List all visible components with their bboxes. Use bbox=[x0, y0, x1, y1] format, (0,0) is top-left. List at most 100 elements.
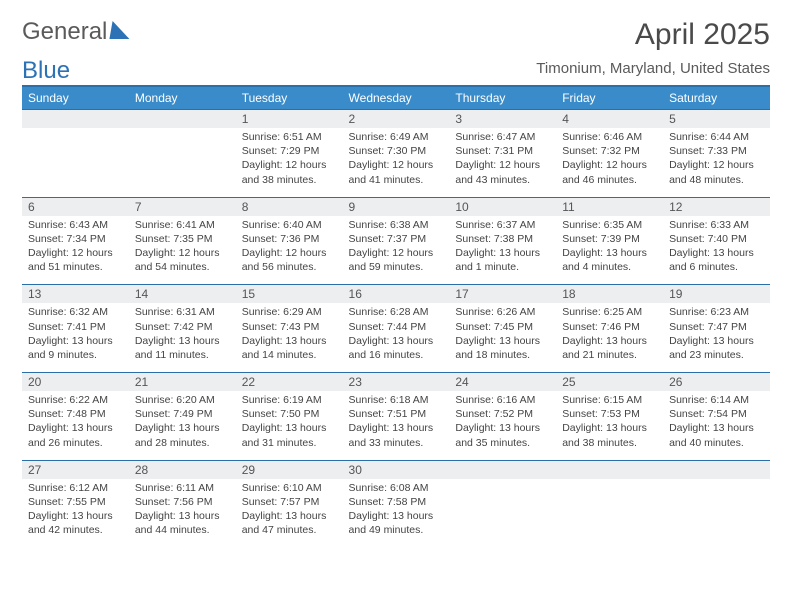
col-thursday: Thursday bbox=[449, 86, 556, 110]
sunrise-line: Sunrise: 6:49 AM bbox=[349, 131, 429, 143]
day-number-cell: 13 bbox=[22, 285, 129, 304]
sunset-line: Sunset: 7:52 PM bbox=[455, 408, 533, 420]
day-number-cell: 18 bbox=[556, 285, 663, 304]
day-number-cell: 11 bbox=[556, 197, 663, 216]
day-number-cell: 2 bbox=[343, 110, 450, 129]
day-data-cell: Sunrise: 6:41 AMSunset: 7:35 PMDaylight:… bbox=[129, 216, 236, 285]
data-row: Sunrise: 6:51 AMSunset: 7:29 PMDaylight:… bbox=[22, 128, 770, 197]
daylight-line: Daylight: 12 hours and 56 minutes. bbox=[242, 247, 327, 273]
day-number-cell: 14 bbox=[129, 285, 236, 304]
sunset-line: Sunset: 7:30 PM bbox=[349, 145, 427, 157]
sunset-line: Sunset: 7:58 PM bbox=[349, 496, 427, 508]
day-number-cell bbox=[129, 110, 236, 129]
day-data-cell: Sunrise: 6:23 AM Sunset: 7:47 PM Daylight:… bbox=[663, 303, 770, 372]
data-row: Sunrise: 6:43 AMSunset: 7:34 PMDaylight:… bbox=[22, 216, 770, 285]
daylight-line: Daylight: 12 hours and 41 minutes. bbox=[349, 159, 434, 185]
day-number-cell: 8 bbox=[236, 197, 343, 216]
sunrise-line: Sunrise: 6:29 AM bbox=[242, 306, 322, 318]
daynum-row: 20212223242526 bbox=[22, 373, 770, 392]
daylight-line: Daylight: 13 hours and 23 minutes. bbox=[669, 335, 754, 361]
sunset-line: Sunset: 7:38 PM bbox=[455, 233, 533, 245]
daylight-line: Daylight: 13 hours and 9 minutes. bbox=[28, 335, 113, 361]
col-saturday: Saturday bbox=[663, 86, 770, 110]
sunrise-line: Sunrise: 6:44 AM bbox=[669, 131, 749, 143]
sunset-line: Sunset: 7:35 PM bbox=[135, 233, 213, 245]
location-text: Timonium, Maryland, United States bbox=[536, 60, 770, 77]
sunrise-line: Sunrise: 6:37 AM bbox=[455, 219, 535, 231]
day-data-cell: Sunrise: 6:19 AMSunset: 7:50 PMDaylight:… bbox=[236, 391, 343, 460]
sunrise-line: Sunrise: 6:33 AM bbox=[669, 219, 749, 231]
daylight-line: Daylight: 13 hours and 18 minutes. bbox=[455, 335, 540, 361]
day-data-cell bbox=[663, 479, 770, 548]
daylight-line: Daylight: 13 hours and 26 minutes. bbox=[28, 422, 113, 448]
day-number-cell: 23 bbox=[343, 373, 450, 392]
sunrise-line: Sunrise: 6:32 AM bbox=[28, 306, 108, 318]
calendar-table: Sunday Monday Tuesday Wednesday Thursday… bbox=[22, 85, 770, 547]
day-data-cell: Sunrise: 6:51 AMSunset: 7:29 PMDaylight:… bbox=[236, 128, 343, 197]
day-number-cell bbox=[22, 110, 129, 129]
col-wednesday: Wednesday bbox=[343, 86, 450, 110]
sunrise-line: Sunrise: 6:35 AM bbox=[562, 219, 642, 231]
daylight-line: Daylight: 13 hours and 49 minutes. bbox=[349, 510, 434, 536]
sunrise-line: Sunrise: 6:46 AM bbox=[562, 131, 642, 143]
daylight-line: Daylight: 12 hours and 43 minutes. bbox=[455, 159, 540, 185]
sunset-line: Sunset: 7:47 PM bbox=[669, 321, 747, 333]
sunset-line: Sunset: 7:53 PM bbox=[562, 408, 640, 420]
calendar-body: 12345Sunrise: 6:51 AMSunset: 7:29 PMDayl… bbox=[22, 110, 770, 548]
day-data-cell: Sunrise: 6:25 AMSunset: 7:46 PMDaylight:… bbox=[556, 303, 663, 372]
data-row: Sunrise: 6:12 AMSunset: 7:55 PMDaylight:… bbox=[22, 479, 770, 548]
daylight-line: Daylight: 13 hours and 11 minutes. bbox=[135, 335, 220, 361]
sunset-line: Sunset: 7:33 PM bbox=[669, 145, 747, 157]
sunset-line: Sunset: 7:31 PM bbox=[455, 145, 533, 157]
sunrise-line: Sunrise: 6:10 AM bbox=[242, 482, 322, 494]
header-row: General April 2025 bbox=[22, 18, 770, 52]
sunset-line: Sunset: 7:40 PM bbox=[669, 233, 747, 245]
col-sunday: Sunday bbox=[22, 86, 129, 110]
daylight-line: Daylight: 13 hours and 1 minute. bbox=[455, 247, 540, 273]
day-data-cell: Sunrise: 6:26 AMSunset: 7:45 PMDaylight:… bbox=[449, 303, 556, 372]
col-friday: Friday bbox=[556, 86, 663, 110]
sunrise-line: Sunrise: 6:31 AM bbox=[135, 306, 215, 318]
data-row: Sunrise: 6:32 AMSunset: 7:41 PMDaylight:… bbox=[22, 303, 770, 372]
data-row: Sunrise: 6:22 AMSunset: 7:48 PMDaylight:… bbox=[22, 391, 770, 460]
sunset-line: Sunset: 7:51 PM bbox=[349, 408, 427, 420]
day-number-cell: 1 bbox=[236, 110, 343, 129]
daylight-line: Daylight: 12 hours and 59 minutes. bbox=[349, 247, 434, 273]
sunrise-line: Sunrise: 6:26 AM bbox=[455, 306, 535, 318]
sunset-line: Sunset: 7:48 PM bbox=[28, 408, 106, 420]
sunrise-line: Sunrise: 6:20 AM bbox=[135, 394, 215, 406]
day-number-cell: 28 bbox=[129, 460, 236, 479]
sunset-line: Sunset: 7:44 PM bbox=[349, 321, 427, 333]
day-data-cell: Sunrise: 6:11 AMSunset: 7:56 PMDaylight:… bbox=[129, 479, 236, 548]
daylight-line: Daylight: 13 hours and 38 minutes. bbox=[562, 422, 647, 448]
day-data-cell: Sunrise: 6:15 AM Sunset: 7:53 PM Daylight:… bbox=[556, 391, 663, 460]
sunset-line: Sunset: 7:42 PM bbox=[135, 321, 213, 333]
page: General April 2025 Blue Timonium, Maryla… bbox=[0, 0, 792, 565]
day-data-cell: Sunrise: 6:22 AMSunset: 7:48 PMDaylight:… bbox=[22, 391, 129, 460]
day-number-cell: 4 bbox=[556, 110, 663, 129]
daynum-row: 27282930 bbox=[22, 460, 770, 479]
day-number-cell: 26 bbox=[663, 373, 770, 392]
day-number-cell: 16 bbox=[343, 285, 450, 304]
sunrise-line: Sunrise: 6:41 AM bbox=[135, 219, 215, 231]
logo-text-general: General bbox=[22, 18, 107, 46]
day-data-cell: Sunrise: 6:10 AMSunset: 7:57 PMDaylight:… bbox=[236, 479, 343, 548]
sunrise-line: Sunrise: 6:51 AM bbox=[242, 131, 322, 143]
sunset-line: Sunset: 7:32 PM bbox=[562, 145, 640, 157]
daylight-line: Daylight: 13 hours and 35 minutes. bbox=[455, 422, 540, 448]
day-data-cell: Sunrise: 6:14 AMSunset: 7:54 PMDaylight:… bbox=[663, 391, 770, 460]
sunset-line: Sunset: 7:37 PM bbox=[349, 233, 427, 245]
day-data-cell: Sunrise: 6:35 AMSunset: 7:39 PMDaylight:… bbox=[556, 216, 663, 285]
sunrise-line: Sunrise: 6:23 AM bbox=[669, 306, 749, 318]
day-number-cell: 7 bbox=[129, 197, 236, 216]
day-data-cell: Sunrise: 6:08 AMSunset: 7:58 PMDaylight:… bbox=[343, 479, 450, 548]
sunrise-line: Sunrise: 6:15 AM bbox=[562, 394, 642, 406]
daylight-line: Daylight: 13 hours and 21 minutes. bbox=[562, 335, 647, 361]
daylight-line: Daylight: 13 hours and 28 minutes. bbox=[135, 422, 220, 448]
sunset-line: Sunset: 7:36 PM bbox=[242, 233, 320, 245]
day-data-cell: Sunrise: 6:18 AMSunset: 7:51 PMDaylight:… bbox=[343, 391, 450, 460]
day-number-cell bbox=[663, 460, 770, 479]
day-number-cell: 20 bbox=[22, 373, 129, 392]
sunrise-line: Sunrise: 6:28 AM bbox=[349, 306, 429, 318]
day-number-cell: 12 bbox=[663, 197, 770, 216]
